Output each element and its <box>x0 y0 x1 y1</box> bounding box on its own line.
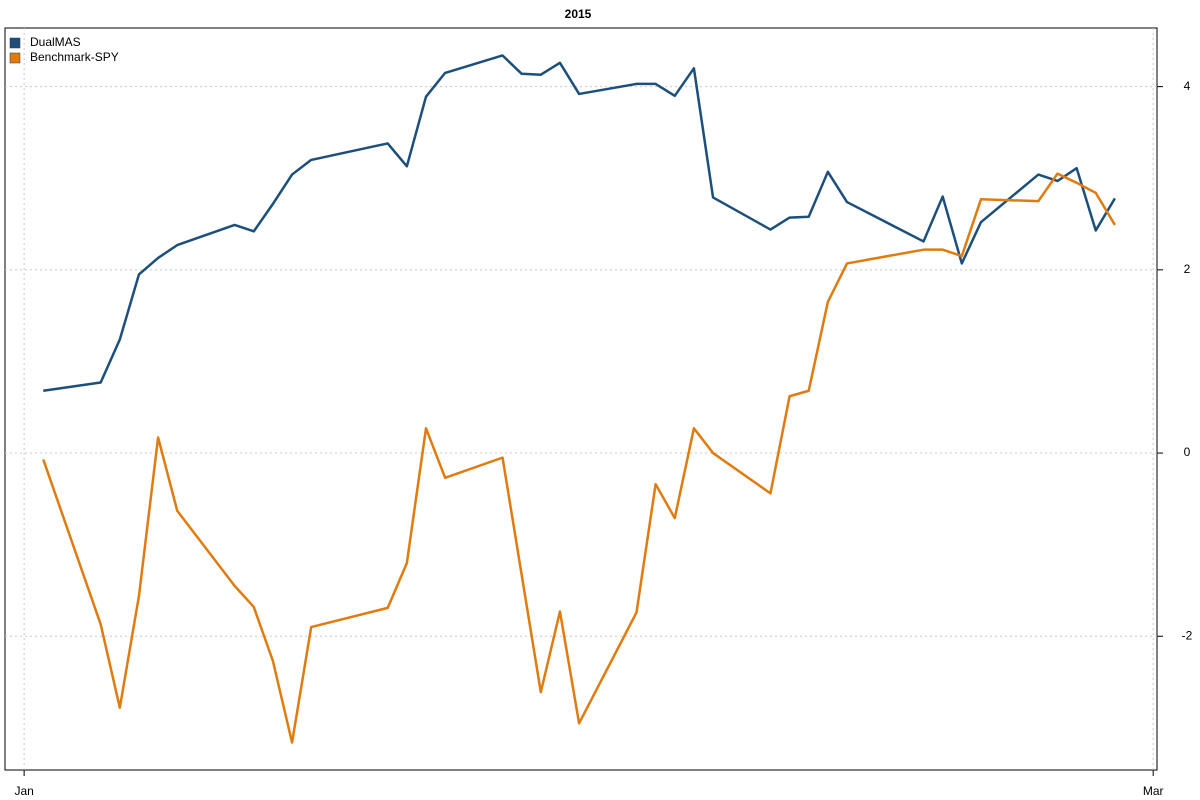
legend-swatch <box>9 37 21 49</box>
legend-label: Benchmark-SPY <box>30 50 119 64</box>
x-tick-label: Jan <box>14 784 33 798</box>
y-tick-label: -2 <box>1182 628 1193 642</box>
legend-label: DualMAS <box>30 35 81 49</box>
y-tick-label: 0 <box>1184 445 1191 459</box>
plot-frame <box>4 27 1158 771</box>
y-tick-label: 2 <box>1184 262 1191 276</box>
series-line <box>42 172 1116 744</box>
series-line <box>43 54 1116 392</box>
x-tick-label: Mar <box>1143 784 1164 798</box>
chart-title: 2015 <box>565 7 592 21</box>
legend-swatch <box>9 52 21 64</box>
y-tick-label: 4 <box>1184 79 1191 93</box>
